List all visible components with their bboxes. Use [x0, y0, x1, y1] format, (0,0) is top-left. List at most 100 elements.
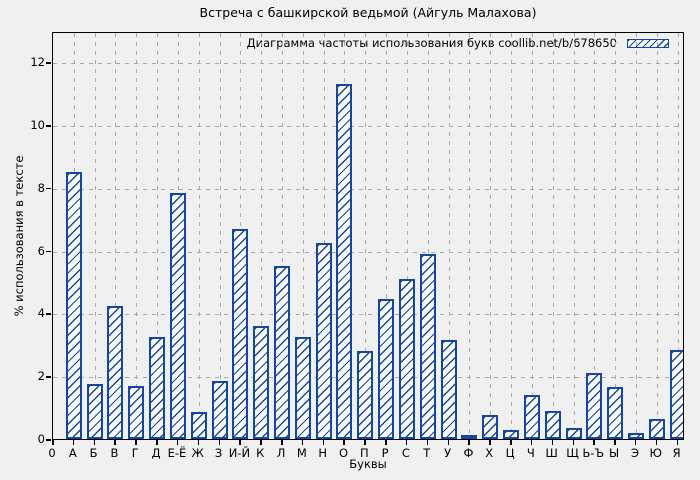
bar-Е-Ё: [169, 192, 186, 439]
x-tick-label: Х: [485, 446, 494, 460]
gridline-v: [94, 33, 96, 439]
bar-Ж: [190, 412, 207, 439]
x-tick-label: Р: [381, 446, 389, 460]
gridline-v: [198, 33, 200, 439]
bar-Т: [419, 253, 436, 439]
x-tick-mark: [114, 440, 116, 445]
bar-П: [357, 351, 374, 439]
gridline-v: [635, 33, 637, 439]
x-tick-mark: [281, 440, 283, 445]
x-tick-mark: [530, 440, 533, 445]
bar-Я: [669, 349, 683, 439]
x-tick-mark: [489, 440, 491, 445]
x-tick-label: М: [296, 446, 307, 460]
bar-Х: [482, 415, 499, 439]
y-tick-label: 4: [37, 306, 45, 321]
x-tick-mark: [176, 440, 179, 445]
y-tick-mark: [46, 125, 51, 127]
gridline-v: [531, 33, 533, 439]
gridline-v: [365, 33, 367, 439]
bar-Р: [378, 299, 395, 439]
gridline-v: [282, 33, 284, 439]
x-tick-label: Г: [131, 446, 139, 460]
bar-Ш: [544, 410, 561, 439]
gridline-v: [594, 33, 596, 439]
bar-Ч: [523, 395, 540, 439]
x-tick-label: И-Й: [228, 446, 251, 460]
bar-З: [211, 380, 228, 439]
gridline-v: [261, 33, 263, 439]
x-tick-label: В: [110, 446, 119, 460]
x-tick-label: Н: [318, 446, 327, 460]
x-tick-mark: [676, 440, 679, 445]
bar-Ы: [607, 387, 624, 439]
gridline-v: [511, 33, 513, 439]
x-tick-label: У: [444, 446, 452, 460]
x-tick-label: Я: [672, 446, 681, 460]
y-tick-label: 12: [30, 55, 45, 70]
x-tick-mark: [72, 440, 75, 445]
chart-title: Встреча с башкирской ведьмой (Айгуль Мал…: [199, 5, 537, 20]
y-tick-label: 2: [37, 369, 45, 384]
x-tick-mark: [614, 440, 616, 445]
x-tick-label: Б: [89, 446, 98, 460]
x-origin-label: 0: [48, 446, 56, 460]
gridline-v: [615, 33, 617, 439]
x-tick-mark: [468, 440, 470, 445]
gridline-h: [53, 188, 683, 190]
x-tick-label: Ж: [191, 446, 204, 460]
x-tick-label: З: [214, 446, 223, 460]
x-tick-mark: [510, 440, 512, 445]
x-tick-label: Ф: [463, 446, 474, 460]
x-tick-mark: [197, 440, 200, 445]
gridline-v: [219, 33, 221, 439]
x-tick-label: Ю: [649, 446, 662, 460]
x-tick-mark: [322, 440, 325, 445]
x-tick-mark: [135, 440, 137, 445]
legend-label: Диаграмма частоты использования букв coo…: [246, 36, 617, 50]
bar-Н: [315, 242, 332, 439]
y-tick-label: 8: [37, 180, 45, 195]
gridline-h: [53, 314, 683, 316]
gridline-h: [53, 63, 683, 65]
bar-И-Й: [232, 228, 249, 439]
x-tick-mark: [634, 440, 637, 445]
x-tick-mark: [364, 440, 366, 445]
x-tick-label: К: [256, 446, 265, 460]
y-tick-label: 0: [37, 432, 45, 446]
x-tick-mark: [218, 440, 221, 445]
gridline-v: [157, 33, 159, 439]
x-tick-label: А: [68, 446, 77, 460]
y-tick-mark: [46, 376, 51, 378]
gridline-v: [677, 33, 679, 439]
x-tick-label: О: [338, 446, 348, 460]
bar-А: [65, 172, 82, 439]
bar-Ф: [461, 435, 478, 439]
x-tick-label: Э: [630, 446, 639, 460]
x-axis-title: Буквы: [349, 457, 387, 471]
bar-Ь-Ъ: [586, 373, 603, 439]
y-axis-label: % использования в тексте: [12, 155, 26, 317]
x-tick-label: Ш: [545, 446, 558, 460]
x-tick-mark: [93, 440, 96, 445]
x-tick-mark: [551, 440, 554, 445]
x-tick-label: Е-Ё: [167, 446, 187, 460]
x-tick-mark: [343, 440, 345, 445]
x-tick-mark: [655, 440, 658, 445]
bar-Л: [274, 266, 291, 439]
gridline-v: [552, 33, 554, 439]
x-tick-mark: [447, 440, 450, 445]
gridline-v: [656, 33, 658, 439]
x-tick-label: П: [359, 446, 369, 460]
gridline-v: [573, 33, 575, 439]
y-tick-label: 10: [30, 118, 45, 133]
x-tick-label: Ы: [609, 446, 620, 460]
bar-Щ: [565, 428, 582, 439]
gridline-v: [136, 33, 138, 439]
y-tick-mark: [46, 313, 51, 315]
x-tick-mark: [405, 440, 408, 445]
x-tick-mark: [52, 440, 54, 445]
gridline-v: [469, 33, 471, 439]
x-tick-label: Ч: [526, 446, 535, 460]
